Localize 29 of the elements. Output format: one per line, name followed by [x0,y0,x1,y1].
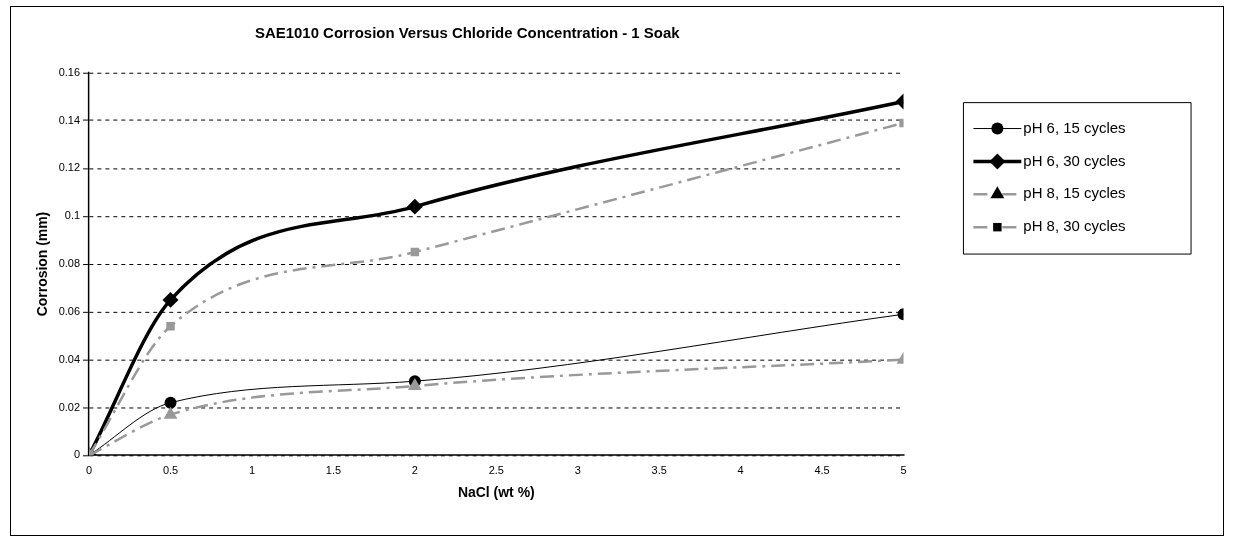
legend-label: pH 6, 30 cycles [1023,151,1126,169]
y-tick-label: 0.06 [58,304,81,317]
x-tick-label: 0.5 [162,463,179,476]
x-tick-label: 3 [574,463,581,476]
y-tick-label: 0.1 [64,209,81,222]
y-tick-label: 0.04 [58,352,81,365]
y-tick-label: 0.14 [58,113,81,126]
x-tick-label: 1.5 [325,463,342,476]
x-axis-title: NaCl (wt %) [457,483,535,500]
y-tick-label: 0.02 [58,400,81,413]
x-tick-label: 2.5 [488,463,504,476]
x-tick-label: 5 [900,463,907,476]
x-tick-label: 0 [86,463,93,476]
legend-label: pH 6, 15 cycles [1023,118,1126,136]
y-axis-title: Corrosion (mm) [34,211,51,317]
y-tick-label: 0.08 [58,257,81,270]
y-tick-label: 0.12 [58,161,81,174]
x-tick-label: 3.5 [651,463,667,476]
point [166,321,175,331]
legend-label: pH 8, 30 cycles [1023,217,1126,235]
chart-title: SAE1010 Corrosion Versus Chloride Concentration - 1 Soak [254,24,681,42]
x-tick-label: 2 [411,463,418,476]
x-tick-label: 4.5 [814,463,830,476]
y-tick-label: 0.16 [58,65,81,78]
y-tick-label: 0 [73,448,81,461]
legend-label: pH 8, 15 cycles [1023,184,1126,202]
x-tick-label: 4 [737,463,744,476]
point [164,396,177,409]
x-tick-label: 1 [248,463,256,476]
